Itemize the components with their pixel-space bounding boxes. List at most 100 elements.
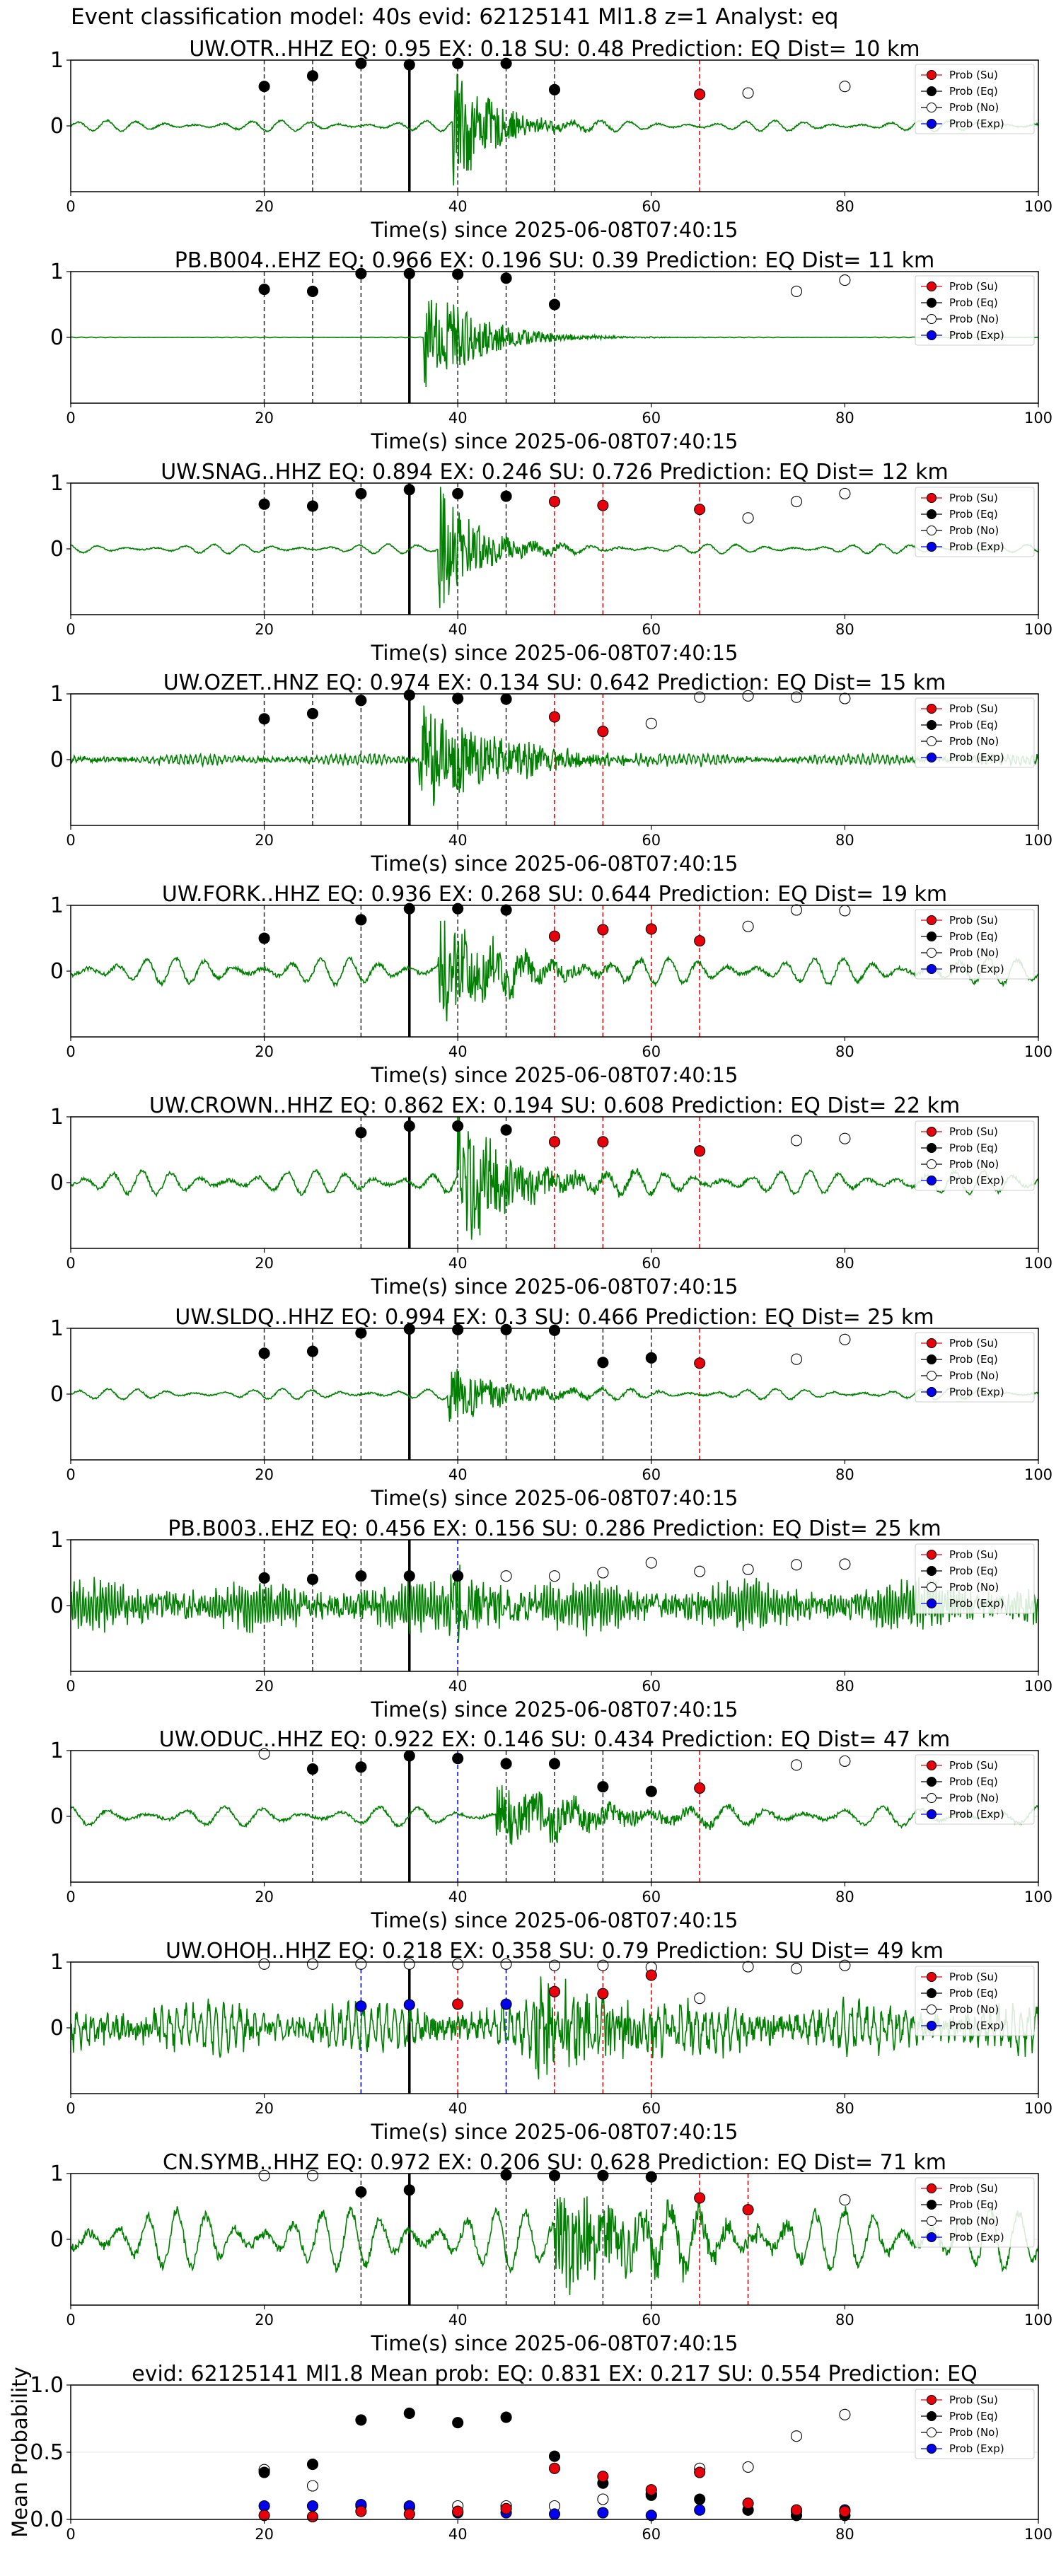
x-tick-label: 40 bbox=[448, 2526, 468, 2543]
prob-point-no bbox=[790, 495, 803, 508]
y-tick-label: 0 bbox=[50, 325, 64, 350]
legend-box bbox=[915, 1966, 1035, 2036]
x-tick-label: 0 bbox=[66, 1255, 75, 1272]
y-axis-label: Mean Probability bbox=[8, 2367, 32, 2538]
legend: Prob (Su) Prob (Eq) Prob (No) Prob (Exp) bbox=[915, 1754, 1035, 1825]
legend-label: Prob (Exp) bbox=[949, 751, 1004, 764]
legend-label: Prob (Eq) bbox=[949, 930, 998, 943]
prob-point-eq bbox=[403, 59, 415, 71]
y-tick-label: 1 bbox=[50, 893, 64, 918]
prob-point-no bbox=[839, 487, 851, 499]
x-tick-label: 60 bbox=[642, 2526, 661, 2543]
x-tick-label: 100 bbox=[1024, 410, 1053, 427]
x-tick-label: 80 bbox=[835, 1043, 854, 1060]
prob-point-eq bbox=[355, 695, 367, 707]
prob-point-exp bbox=[403, 1999, 415, 2011]
prob-point-no bbox=[742, 2461, 754, 2473]
figure-title: Event classification model: 40s evid: 62… bbox=[71, 4, 839, 30]
chart-panel-10: UW.OHOH..HHZ EQ: 0.218 EX: 0.358 SU: 0.7… bbox=[50, 1939, 1053, 2144]
x-tick-label: 100 bbox=[1024, 1466, 1053, 1483]
legend: Prob (Su) Prob (Eq) Prob (No) Prob (Exp) bbox=[915, 1966, 1035, 2036]
x-tick-label: 20 bbox=[255, 621, 274, 638]
prob-point-eq bbox=[597, 1357, 609, 1369]
prob-point-no bbox=[694, 1992, 706, 2004]
legend-marker-su bbox=[927, 1972, 937, 1982]
prob-point-eq bbox=[403, 689, 415, 701]
prob-point-su bbox=[790, 2504, 803, 2516]
x-tick-label: 40 bbox=[448, 832, 468, 849]
x-tick-label: 60 bbox=[642, 410, 661, 427]
prob-point-no bbox=[403, 1958, 415, 1970]
prob-point-su bbox=[452, 2505, 464, 2517]
prob-point-no bbox=[839, 81, 851, 93]
x-tick-label: 60 bbox=[642, 1678, 661, 1695]
x-axis-label: Time(s) since 2025-06-08T07:40:15 bbox=[371, 2331, 738, 2355]
legend: Prob (Su) Prob (Eq) Prob (No) Prob (Exp) bbox=[915, 909, 1035, 980]
chart-title: UW.FORK..HHZ EQ: 0.936 EX: 0.268 SU: 0.6… bbox=[162, 882, 947, 907]
prob-point-su bbox=[597, 499, 609, 511]
prob-point-eq bbox=[645, 2171, 657, 2183]
prob-point-eq bbox=[403, 903, 415, 915]
legend-box bbox=[915, 909, 1035, 980]
prob-point-no bbox=[839, 2408, 851, 2420]
prob-point-eq bbox=[258, 713, 270, 725]
x-axis-label: Time(s) since 2025-06-08T07:40:15 bbox=[371, 641, 738, 665]
prob-point-no bbox=[306, 1958, 319, 1970]
legend-label: Prob (Exp) bbox=[949, 1808, 1004, 1821]
legend-label: Prob (No) bbox=[949, 101, 999, 114]
prob-point-eq bbox=[306, 500, 319, 512]
legend-box bbox=[915, 275, 1035, 346]
y-tick-label: 0 bbox=[50, 2016, 64, 2041]
legend-label: Prob (Exp) bbox=[949, 2019, 1004, 2032]
legend-label: Prob (Exp) bbox=[949, 2442, 1004, 2455]
x-tick-label: 20 bbox=[255, 1255, 274, 1272]
legend: Prob (Su) Prob (Eq) Prob (No) Prob (Exp) bbox=[915, 2389, 1035, 2459]
chart-title: PB.B003..EHZ EQ: 0.456 EX: 0.156 SU: 0.2… bbox=[168, 1516, 941, 1541]
legend-marker-no bbox=[927, 1793, 937, 1803]
prob-point-no bbox=[790, 1559, 803, 1571]
prob-point-no bbox=[258, 2169, 270, 2181]
y-tick-label: 1.0 bbox=[30, 2373, 64, 2398]
legend-marker-exp bbox=[927, 1599, 937, 1608]
chart-panel-4: UW.OZET..HNZ EQ: 0.974 EX: 0.134 SU: 0.6… bbox=[50, 671, 1053, 876]
prob-point-exp bbox=[355, 2000, 367, 2012]
chart-panel-9: UW.ODUC..HHZ EQ: 0.922 EX: 0.146 SU: 0.4… bbox=[50, 1727, 1053, 1932]
prob-point-eq bbox=[355, 1127, 367, 1139]
legend-label: Prob (Exp) bbox=[949, 117, 1004, 130]
prob-point-eq bbox=[355, 487, 367, 499]
legend-label: Prob (No) bbox=[949, 946, 999, 959]
x-tick-label: 20 bbox=[255, 198, 274, 215]
prob-point-no bbox=[839, 2194, 851, 2206]
prob-point-su bbox=[548, 711, 561, 723]
legend-marker-exp bbox=[927, 1809, 937, 1819]
chart-panel-3: UW.SNAG..HHZ EQ: 0.894 EX: 0.246 SU: 0.7… bbox=[50, 460, 1053, 665]
legend-label: Prob (Exp) bbox=[949, 2231, 1004, 2244]
x-tick-label: 100 bbox=[1024, 2100, 1053, 2117]
prob-point-no bbox=[839, 1333, 851, 1345]
prob-point-no bbox=[694, 691, 706, 703]
chart-panel-12: evid: 62125141 Ml1.8 Mean prob: EQ: 0.83… bbox=[8, 2362, 1053, 2543]
x-tick-label: 0 bbox=[66, 1678, 75, 1695]
prob-point-no bbox=[790, 691, 803, 703]
prob-point-eq bbox=[403, 1570, 415, 1582]
prob-point-eq bbox=[355, 57, 367, 69]
prob-point-su bbox=[694, 2192, 706, 2204]
prob-point-eq bbox=[452, 57, 464, 69]
legend-marker-eq bbox=[927, 2200, 937, 2210]
prob-point-su bbox=[694, 1357, 706, 1369]
legend-label: Prob (Eq) bbox=[949, 1142, 998, 1154]
legend-marker-eq bbox=[927, 86, 937, 96]
legend-label: Prob (Exp) bbox=[949, 540, 1004, 553]
prob-point-no bbox=[839, 1959, 851, 1971]
prob-point-eq bbox=[645, 1352, 657, 1364]
prob-point-eq bbox=[306, 1763, 319, 1775]
prob-point-no bbox=[355, 1958, 367, 1970]
prob-point-no bbox=[694, 1565, 706, 1577]
x-tick-label: 0 bbox=[66, 2526, 75, 2543]
chart-panel-7: UW.SLDQ..HHZ EQ: 0.994 EX: 0.3 SU: 0.466… bbox=[50, 1305, 1053, 1510]
chart-title: PB.B004..EHZ EQ: 0.966 EX: 0.196 SU: 0.3… bbox=[175, 248, 935, 273]
legend-box bbox=[915, 64, 1035, 134]
prob-point-eq bbox=[355, 914, 367, 926]
legend-box bbox=[915, 1332, 1035, 1403]
